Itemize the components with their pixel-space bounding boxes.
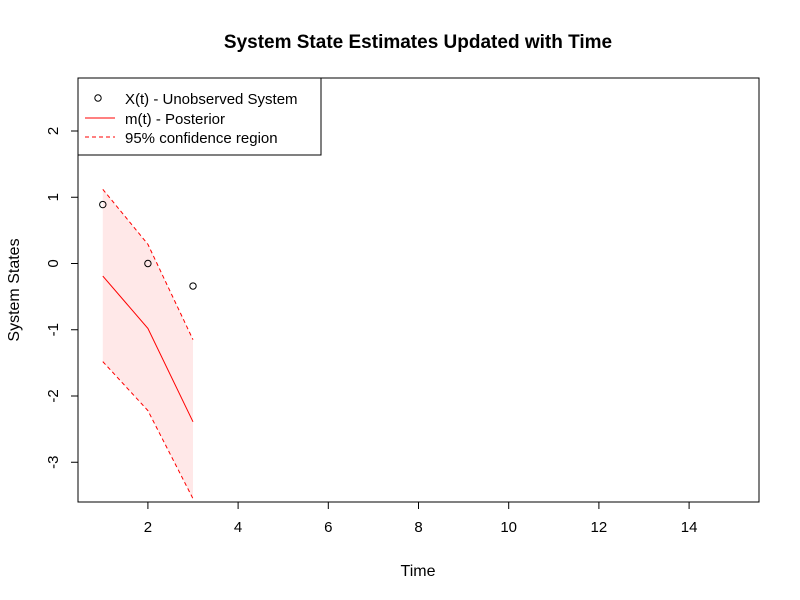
y-tick-label: 1 xyxy=(45,193,62,201)
legend-box xyxy=(77,77,322,156)
ci-lower-line xyxy=(102,361,194,499)
y-axis-label: System States xyxy=(6,238,23,341)
x-axis-label: Time xyxy=(401,563,436,580)
legend-observed-marker xyxy=(94,94,102,102)
legend-posterior-label: m(t) - Posterior xyxy=(125,111,225,128)
x-tick-label: 12 xyxy=(591,519,608,536)
x-tick-label: 2 xyxy=(144,519,152,536)
plot-layer xyxy=(99,188,197,499)
y-tick-label: 2 xyxy=(45,127,62,135)
x-axis: 2 4 6 8 10 12 14 xyxy=(144,501,698,536)
y-tick-label: -1 xyxy=(45,323,62,336)
x-tick-label: 8 xyxy=(414,519,422,536)
observed-point xyxy=(189,282,197,290)
y-axis: -3 -2 -1 0 1 2 xyxy=(45,127,79,469)
x-tick-label: 4 xyxy=(234,519,242,536)
x-tick-label: 14 xyxy=(681,519,698,536)
x-tick-label: 10 xyxy=(500,519,517,536)
legend-observed-label: X(t) - Unobserved System xyxy=(125,91,298,108)
ci-upper-line xyxy=(102,188,194,340)
observed-point xyxy=(99,200,107,209)
y-tick-label: -3 xyxy=(45,456,62,469)
posterior-line xyxy=(102,275,194,423)
x-tick-label: 6 xyxy=(324,519,332,536)
chart-title: System State Estimates Updated with Time xyxy=(224,32,612,53)
y-tick-label: 0 xyxy=(45,259,62,267)
observed-point xyxy=(144,259,152,268)
legend: X(t) - Unobserved System m(t) - Posterio… xyxy=(77,77,322,156)
legend-ci-label: 95% confidence region xyxy=(125,130,278,147)
y-tick-label: -2 xyxy=(45,389,62,402)
confidence-band xyxy=(102,189,193,499)
